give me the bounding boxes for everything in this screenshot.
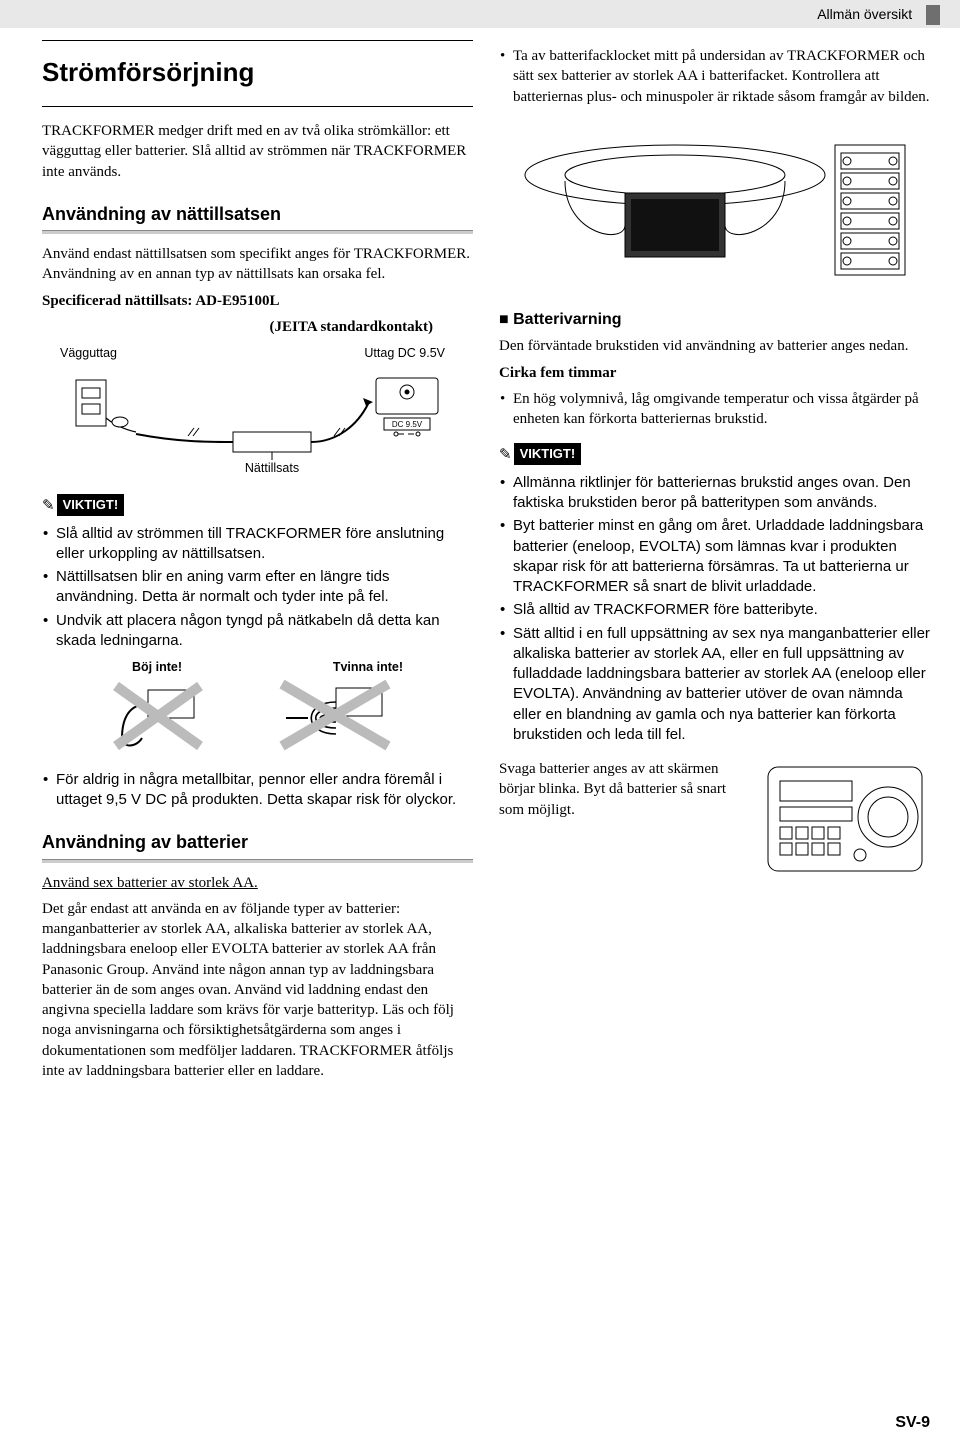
page-content: Strömförsörjning TRACKFORMER medger drif… xyxy=(0,28,960,1087)
batt-p2: Cirka fem timmar xyxy=(499,363,930,383)
section-title-box: Strömförsörjning xyxy=(42,40,473,107)
header-tab-marker xyxy=(926,5,940,25)
square-bullet-icon: ■ xyxy=(499,311,513,328)
svg-text:DC 9.5V: DC 9.5V xyxy=(391,420,422,429)
fig-jack-label: Uttag DC 9.5V xyxy=(364,346,445,360)
important-list-1b: För aldrig in några metallbitar, pennor … xyxy=(42,770,473,811)
battery-warning-title: ■ Batterivarning xyxy=(499,309,930,331)
figure-adapter: Vägguttag Uttag DC 9.5V xyxy=(42,345,473,474)
list-item: Nättillsatsen blir en aning varm efter e… xyxy=(42,567,473,608)
weak-battery-row: Svaga batterier anges av att skärmen bör… xyxy=(499,759,930,885)
sec2-body: Det går endast att använda en av följand… xyxy=(42,899,473,1081)
page-title: Strömförsörjning xyxy=(42,55,473,90)
subsection-title-2: Användning av batterier xyxy=(42,830,473,854)
hand-icon: ✎ xyxy=(42,496,55,516)
battery-warning-label: Batterivarning xyxy=(513,311,621,328)
subsection-title: Användning av nättillsatsen xyxy=(42,202,473,226)
list-item: En hög volymnivå, låg omgivande temperat… xyxy=(499,389,930,430)
list-item: Byt batterier minst en gång om året. Url… xyxy=(499,516,930,597)
important-badge: VIKTIGT! xyxy=(57,494,125,516)
header-bar: Allmän översikt xyxy=(0,0,960,28)
fig-bend-label: Böj inte! xyxy=(132,659,182,676)
figure-device-top xyxy=(760,759,930,885)
sec2-lead: Använd sex batterier av storlek AA. xyxy=(42,873,473,893)
intro-text: TRACKFORMER medger drift med en av två o… xyxy=(42,121,473,182)
figure-bend-twist: Böj inte! Tvinna inte! xyxy=(42,659,473,760)
page-number: SV-9 xyxy=(895,1412,930,1434)
list-item: För aldrig in några metallbitar, pennor … xyxy=(42,770,473,811)
batt-notes: En hög volymnivå, låg omgivande temperat… xyxy=(499,389,930,430)
right-column: Ta av batterifacklocket mitt på undersid… xyxy=(499,40,930,1087)
right-top-bullet: Ta av batterifacklocket mitt på undersid… xyxy=(499,46,930,107)
list-item: Slå alltid av TRACKFORMER före batteriby… xyxy=(499,600,930,620)
bend-twist-svg xyxy=(58,680,458,760)
weak-batt-text: Svaga batterier anges av att skärmen bör… xyxy=(499,759,746,879)
list-item: Slå alltid av strömmen till TRACKFORMER … xyxy=(42,524,473,565)
adapter-svg: DC 9.5V Nättillsats xyxy=(58,364,458,474)
fig-adapter-label: Nättillsats xyxy=(244,461,298,474)
figure-battery-compartment xyxy=(499,115,930,295)
subsection-underline xyxy=(42,230,473,234)
batt-p1: Den förväntade brukstiden vid användning… xyxy=(499,336,930,356)
hand-icon: ✎ xyxy=(499,445,512,465)
list-item: Sätt alltid i en full uppsättning av sex… xyxy=(499,624,930,746)
list-item: Ta av batterifacklocket mitt på undersid… xyxy=(499,46,930,107)
left-column: Strömförsörjning TRACKFORMER medger drif… xyxy=(42,40,473,1087)
list-item: Undvik att placera någon tyngd på nätkab… xyxy=(42,611,473,652)
battery-svg xyxy=(505,115,925,295)
sec1-body: Använd endast nättillsatsen som specifik… xyxy=(42,244,473,285)
important-list-2: Allmänna riktlinjer för batteriernas bru… xyxy=(499,473,930,745)
breadcrumb: Allmän översikt xyxy=(817,6,912,22)
important-block-2: ✎VIKTIGT! Allmänna riktlinjer för batter… xyxy=(499,433,930,745)
important-badge: VIKTIGT! xyxy=(514,443,582,465)
subsection-underline-2 xyxy=(42,859,473,863)
fig-wall-label: Vägguttag xyxy=(60,345,117,362)
spec-line-1: Specificerad nättillsats: AD-E95100L xyxy=(42,291,473,311)
list-item: Allmänna riktlinjer för batteriernas bru… xyxy=(499,473,930,514)
important-list-1: Slå alltid av strömmen till TRACKFORMER … xyxy=(42,524,473,652)
fig-twist-label: Tvinna inte! xyxy=(333,659,403,676)
important-block-1: ✎VIKTIGT! Slå alltid av strömmen till TR… xyxy=(42,484,473,651)
device-top-svg xyxy=(760,759,930,879)
spec-line-2: (JEITA standardkontakt) xyxy=(42,317,473,337)
